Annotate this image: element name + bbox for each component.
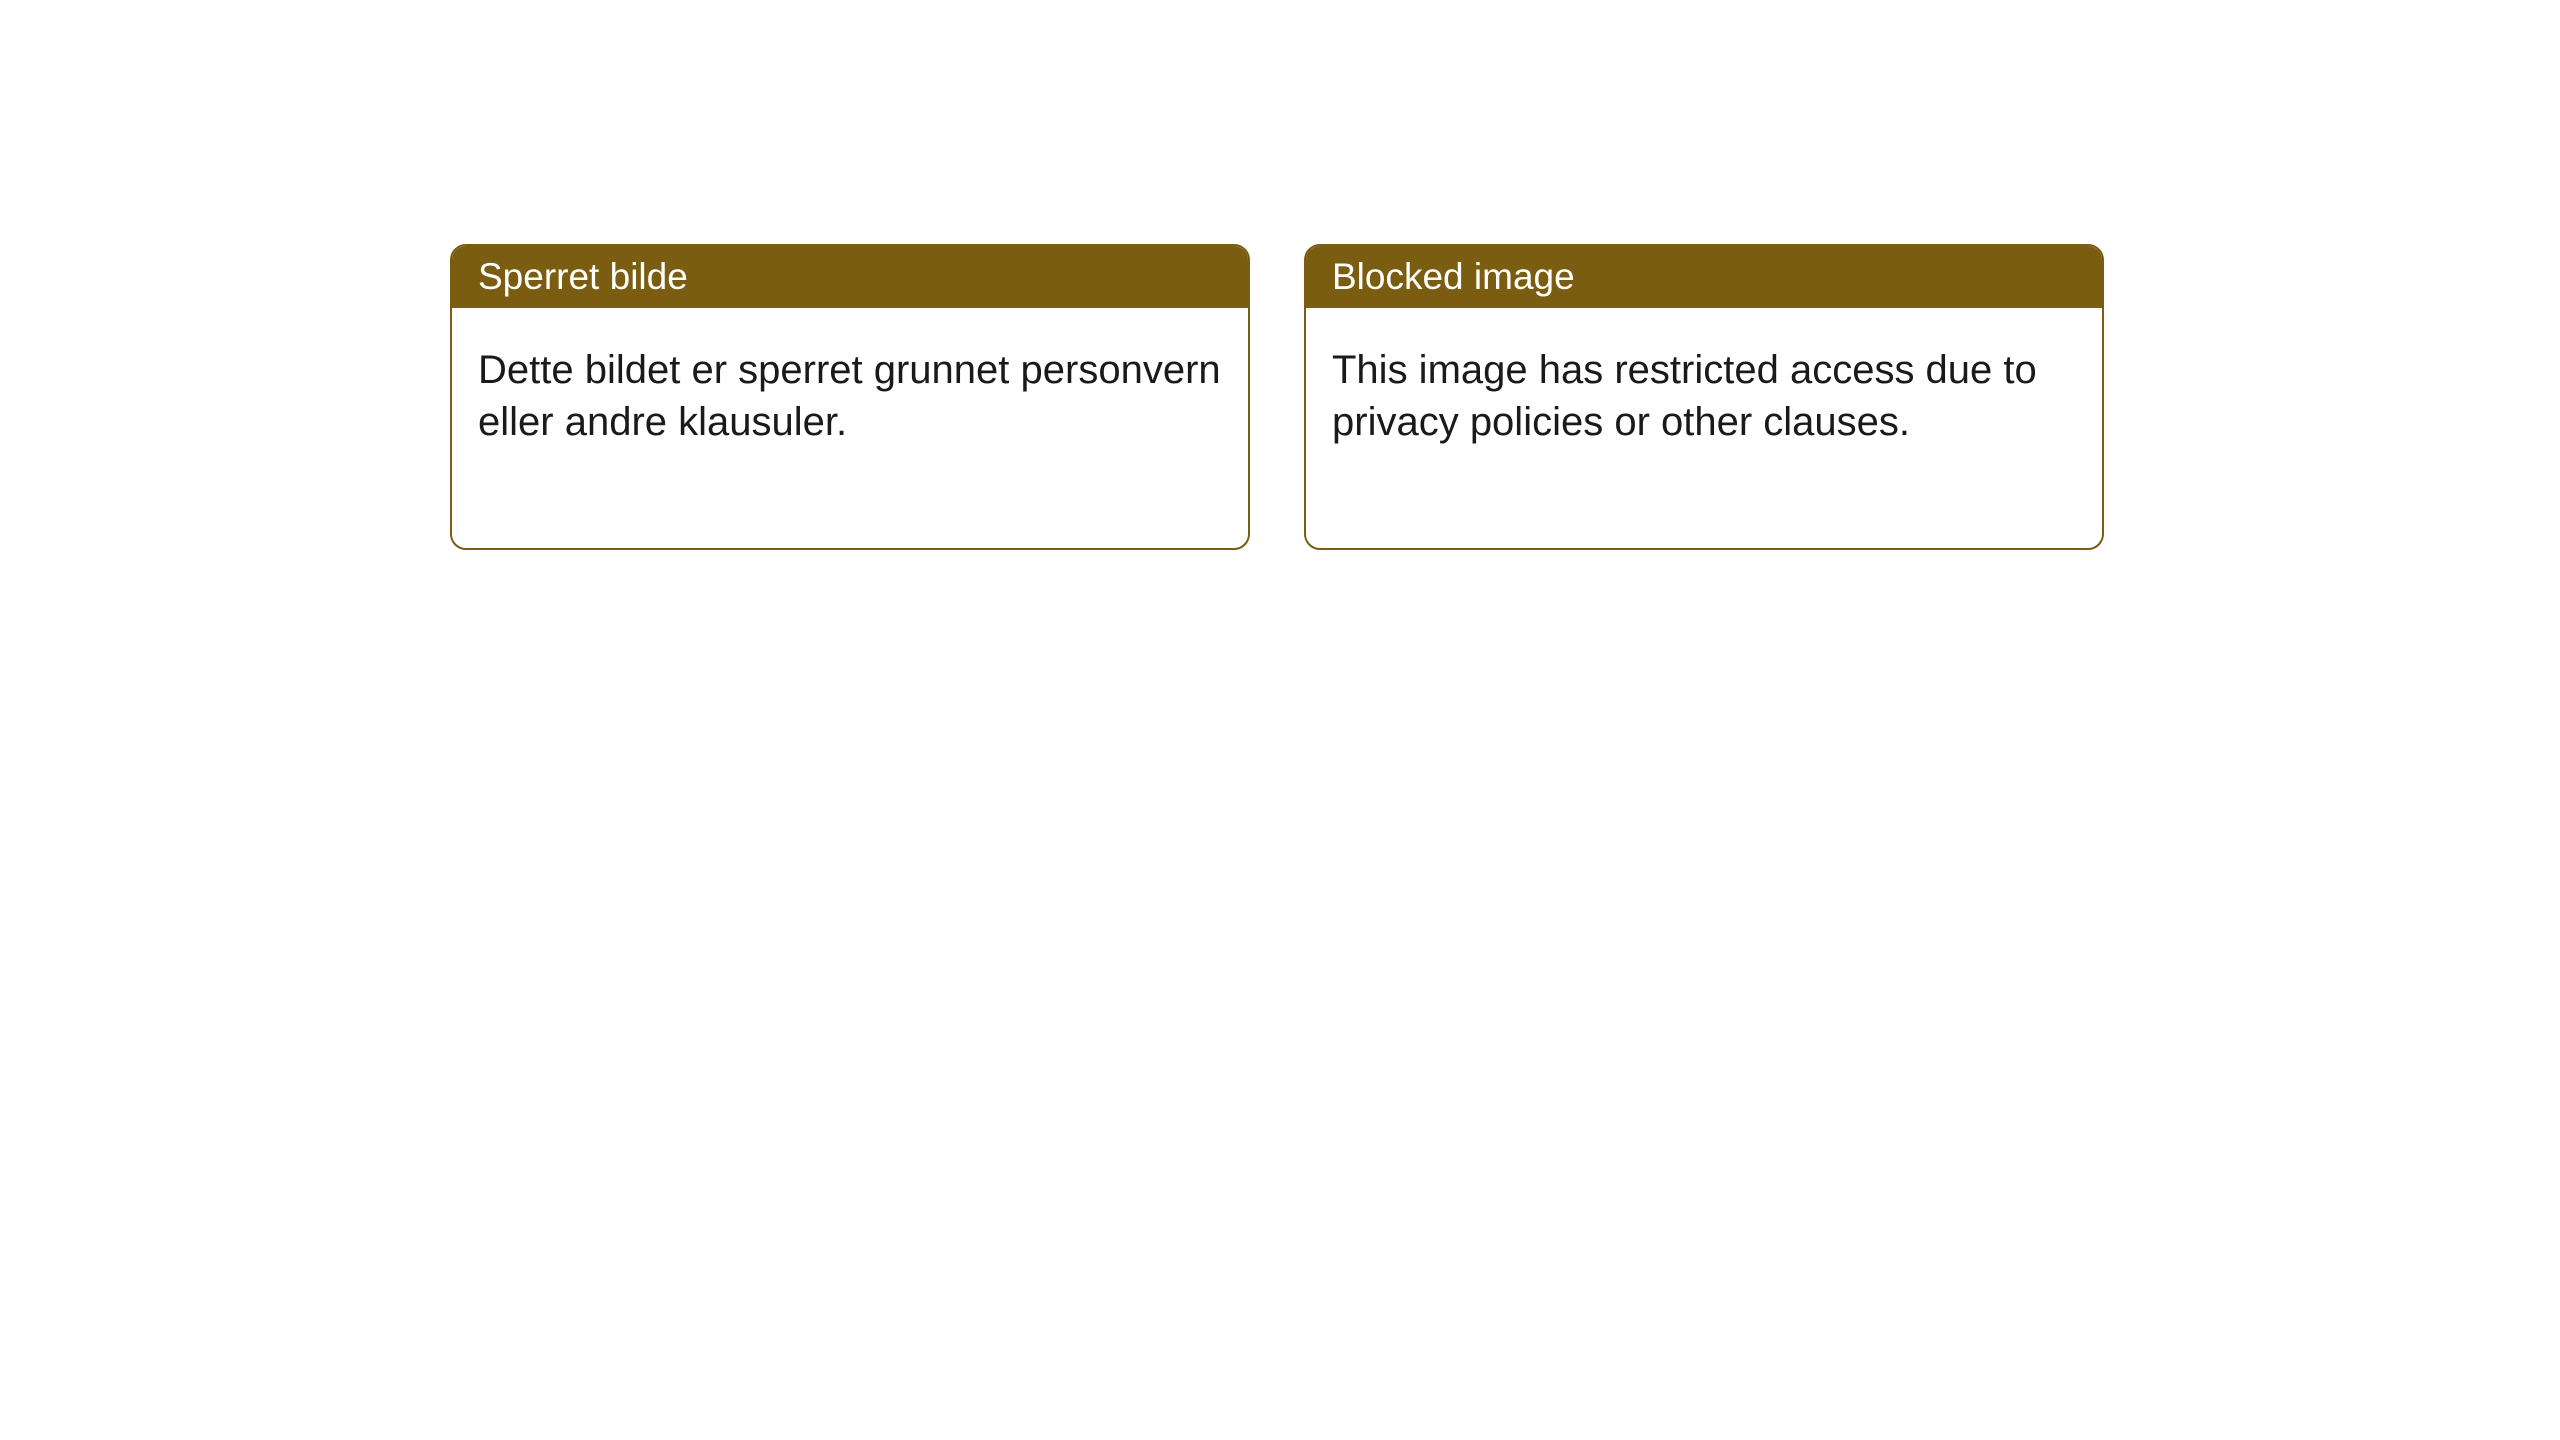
card-header: Sperret bilde — [452, 246, 1248, 308]
card-body: Dette bildet er sperret grunnet personve… — [452, 308, 1248, 548]
notice-container: Sperret bilde Dette bildet er sperret gr… — [450, 244, 2104, 550]
card-body: This image has restricted access due to … — [1306, 308, 2102, 548]
card-body-text: Dette bildet er sperret grunnet personve… — [478, 348, 1221, 444]
card-header: Blocked image — [1306, 246, 2102, 308]
card-header-text: Blocked image — [1332, 256, 1575, 297]
notice-card-english: Blocked image This image has restricted … — [1304, 244, 2104, 550]
card-body-text: This image has restricted access due to … — [1332, 348, 2037, 444]
notice-card-norwegian: Sperret bilde Dette bildet er sperret gr… — [450, 244, 1250, 550]
card-header-text: Sperret bilde — [478, 256, 688, 297]
